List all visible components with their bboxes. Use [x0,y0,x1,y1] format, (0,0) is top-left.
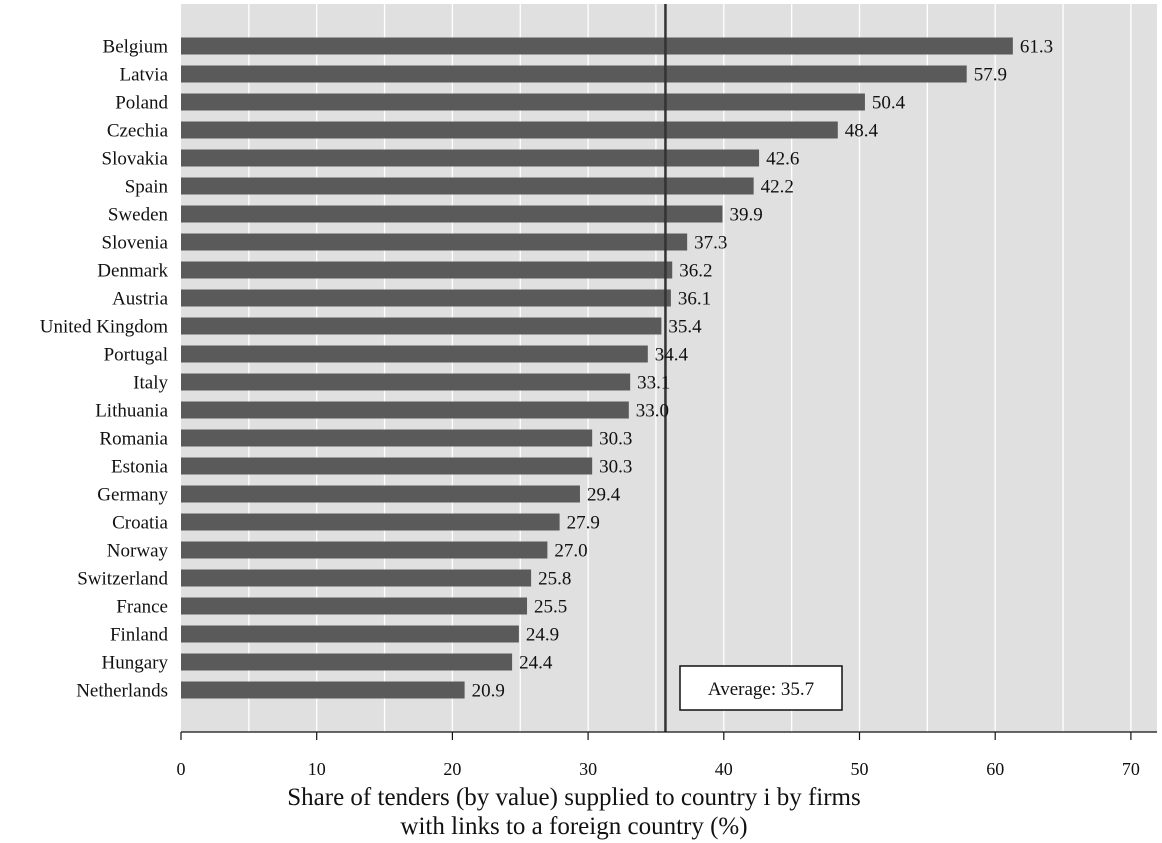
bar [181,205,723,223]
bar [181,177,754,195]
bar [181,513,560,531]
x-tick-label: 10 [308,759,326,779]
x-tick-label: 70 [1122,759,1140,779]
x-tick-label: 0 [177,759,186,779]
value-label: 29.4 [587,485,621,506]
x-axis-title-line-1: Share of tenders (by value) supplied to … [287,784,860,811]
bar [181,569,532,587]
category-label: Denmark [97,261,168,282]
bar [181,681,465,699]
category-label: Belgium [103,37,169,58]
category-label: Slovakia [102,149,169,170]
bar [181,233,688,251]
value-label: 24.9 [526,625,559,646]
value-label: 30.3 [599,457,632,478]
x-axis-title-line-2: with links to a foreign country (%) [400,813,747,840]
value-label: 39.9 [729,205,762,226]
x-tick-label: 30 [579,759,597,779]
bar [181,625,519,643]
category-label: Hungary [102,653,169,674]
bar [181,93,865,111]
value-label: 27.0 [554,541,587,562]
value-label: 34.4 [655,345,689,366]
value-label: 24.4 [519,653,553,674]
bar [181,401,629,419]
bar [181,317,662,335]
category-label: Switzerland [77,569,168,590]
category-label: Slovenia [102,233,169,254]
bar [181,429,593,447]
value-label: 42.2 [761,177,794,198]
bar [181,37,1013,55]
bar [181,541,548,559]
bar [181,653,513,671]
x-axis-ticks: 0 10 20 30 40 50 60 70 [177,732,1140,779]
bar [181,373,631,391]
value-label: 50.4 [872,93,906,114]
category-label: Romania [99,429,168,450]
bar [181,457,593,475]
category-label: Lithuania [95,401,168,422]
x-tick-label: 50 [851,759,869,779]
value-label: 33.1 [637,373,670,394]
average-box: Average: 35.7 [679,665,843,711]
bar [181,597,528,615]
category-label: Finland [110,625,169,646]
average-box-frame [679,665,843,711]
value-label: 57.9 [974,65,1007,86]
value-label: 37.3 [694,233,727,254]
bar [181,261,673,279]
category-label: France [116,597,168,618]
value-label: 27.9 [567,513,600,534]
category-label: Poland [115,93,168,114]
x-tick-label: 20 [443,759,461,779]
value-label: 25.8 [538,569,571,590]
value-label: 36.2 [679,261,712,282]
value-label: 48.4 [845,121,879,142]
category-label: Germany [97,485,168,506]
value-label: 20.9 [472,681,505,702]
bar [181,65,967,83]
value-label: 33.0 [636,401,669,422]
value-label: 42.6 [766,149,799,170]
bar [181,485,580,503]
category-label: Latvia [119,65,168,86]
average-label: Average: 35.7 [708,679,814,700]
category-label: Austria [112,289,169,310]
bar [181,289,671,307]
category-labels: Belgium Latvia Poland Czechia Slovakia Spain S… [40,37,169,702]
value-label: 35.4 [668,317,702,338]
bar [181,149,760,167]
category-label: Spain [125,177,169,198]
category-label: Sweden [108,205,169,226]
value-label: 25.5 [534,597,567,618]
bar [181,121,838,139]
value-label: 36.1 [678,289,711,310]
category-label: Portugal [104,345,168,366]
value-labels: 61.3 57.9 50.4 48.4 42.6 42.2 39.937.3 36.2 36.1… [472,37,1053,702]
category-label: Norway [107,541,169,562]
bars [181,37,1013,699]
x-tick-label: 40 [715,759,733,779]
category-label: United Kingdom [40,317,168,338]
category-label: Estonia [111,457,169,478]
plot-area [181,4,1157,732]
category-label: Croatia [112,513,168,534]
value-label: 61.3 [1020,37,1053,58]
value-label: 30.3 [599,429,632,450]
category-label: Netherlands [76,681,168,702]
category-label: Italy [133,373,168,394]
bar [181,345,648,363]
category-label: Czechia [107,121,169,142]
x-tick-label: 60 [986,759,1004,779]
